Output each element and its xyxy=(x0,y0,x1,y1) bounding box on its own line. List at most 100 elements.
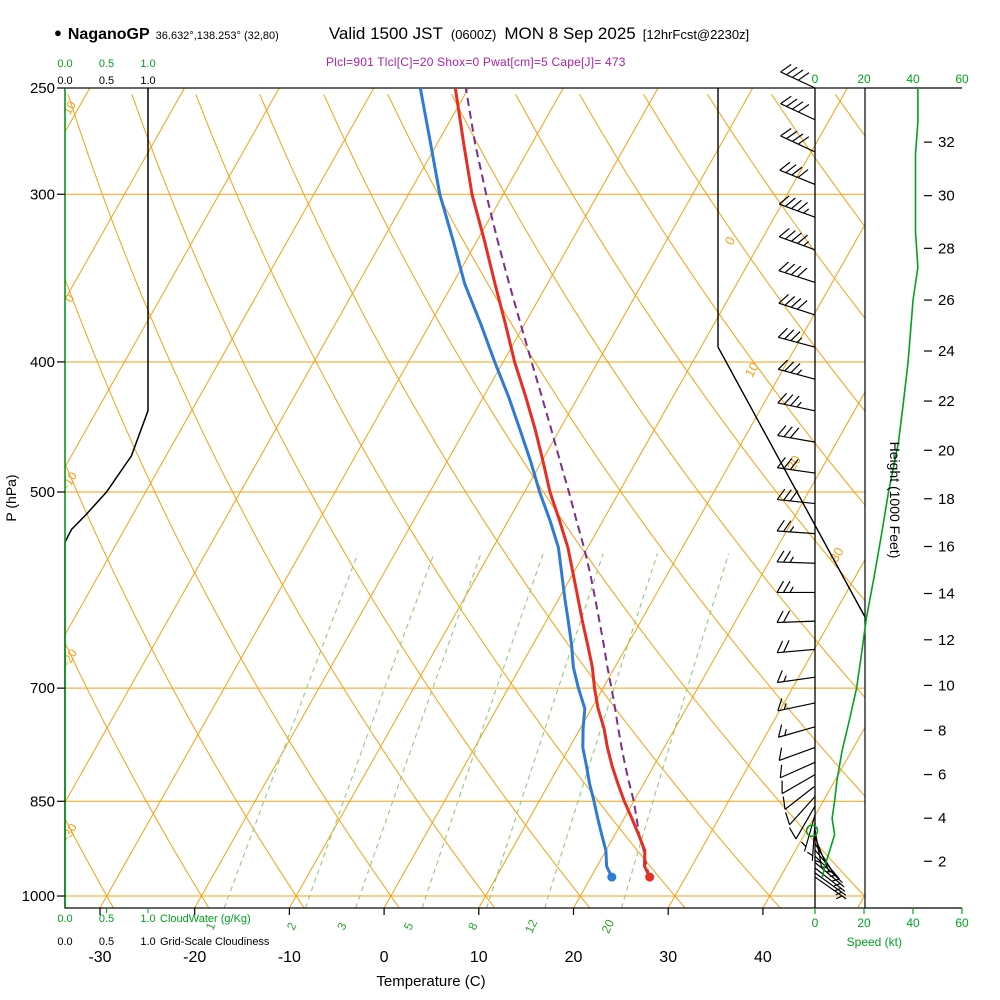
wind-barb xyxy=(781,774,816,795)
wind-barb-feather xyxy=(777,327,788,338)
wind-barb-staff xyxy=(814,867,846,892)
height-tick-label: 14 xyxy=(938,586,955,603)
wind-barb-feather xyxy=(790,363,801,374)
dry-adiabat-label: -20 xyxy=(59,646,80,668)
cloudiness-scale-label-top: 1.0 xyxy=(140,75,155,87)
wind-barb-feather xyxy=(790,395,800,407)
speed-tick-label: 20 xyxy=(857,916,871,930)
height-tick-label: 28 xyxy=(938,240,955,257)
temp-tick-label: 0 xyxy=(380,949,389,966)
wind-barb-feather xyxy=(786,66,798,76)
wind-barb-staff xyxy=(780,71,816,89)
isotherm-label: 20 xyxy=(784,453,804,473)
wind-barb-feather xyxy=(776,457,786,469)
wind-barb-staff xyxy=(777,530,816,535)
wind-barb-feather xyxy=(778,228,790,238)
mixing-ratio-line xyxy=(355,553,482,908)
dry-adiabat-line xyxy=(707,94,865,320)
isotherm-line xyxy=(383,88,848,908)
wind-barb xyxy=(780,95,816,121)
height-tick-label: 18 xyxy=(938,491,955,508)
temp-tick-label: 40 xyxy=(754,949,772,966)
wind-barb-feather xyxy=(790,298,802,308)
wind-barb-staff xyxy=(777,702,816,712)
wind-barb-feather xyxy=(790,331,801,342)
wind-barb xyxy=(814,876,847,900)
height-tick-label: 26 xyxy=(938,292,955,309)
isotherm-line xyxy=(99,88,564,908)
cloudwater-scale-label: 0.5 xyxy=(99,913,114,925)
dry-adiabat-line xyxy=(131,94,591,908)
wind-barb-staff xyxy=(814,876,847,900)
wind-barb xyxy=(776,610,816,624)
pressure-tick-label: 850 xyxy=(30,793,55,810)
wind-barb-half-feather xyxy=(789,556,794,563)
wind-barb xyxy=(776,457,816,474)
wind-barb-staff xyxy=(814,872,847,896)
isotherm-line xyxy=(288,88,754,908)
wind-barb xyxy=(777,425,816,443)
dry-adiabat-line xyxy=(643,94,865,412)
mixing-ratio-label: 5 xyxy=(401,920,417,932)
wind-barb-feather xyxy=(782,610,791,623)
mixing-ratio-line xyxy=(544,553,658,908)
data-boundary-line xyxy=(717,88,866,618)
cloudwater-scale-label-top: 1.0 xyxy=(140,58,155,70)
wind-barb xyxy=(777,698,816,712)
wind-barb-feather xyxy=(779,161,791,171)
wind-barb-staff xyxy=(777,648,816,654)
height-tick-label: 30 xyxy=(938,188,955,205)
wind-barb-feather xyxy=(785,230,796,240)
wind-barb xyxy=(776,488,816,505)
station-bullet-icon: ● xyxy=(54,25,62,40)
wind-barb-feather xyxy=(779,764,783,778)
mixing-ratio-label: 20 xyxy=(599,917,617,935)
wind-barb xyxy=(777,359,816,380)
wind-barb-feather xyxy=(776,640,784,653)
wind-barb xyxy=(777,724,816,738)
speed-tick-label: 40 xyxy=(906,916,920,930)
sounding-parameters: Plcl=901 Tlcl[C]=20 Shox=0 Pwat[cm]=5 Ca… xyxy=(326,55,626,69)
wind-barb xyxy=(777,392,816,412)
wind-barb-feather xyxy=(788,827,797,840)
wind-barb xyxy=(806,822,816,861)
wind-barb-staff xyxy=(780,135,816,153)
cloudiness-scale-label: 0.0 xyxy=(57,936,72,948)
wind-barb-feather xyxy=(778,195,790,205)
wind-barb xyxy=(776,550,816,564)
isotherm-label: 0 xyxy=(722,234,739,248)
dry-adiabat-line xyxy=(579,94,865,506)
wind-barb-feather xyxy=(776,550,785,563)
wind-barb-staff xyxy=(789,796,816,826)
wind-barb-feather xyxy=(789,458,799,470)
temp-tick-label: -30 xyxy=(88,949,111,966)
cloudwater-scale-label-top: 0.0 xyxy=(57,58,72,70)
temp-tick-label: -10 xyxy=(278,949,301,966)
mixing-ratio-line xyxy=(421,553,544,908)
mixing-ratio-line xyxy=(486,553,604,908)
forecast-reference: [12hrFcst@2230z] xyxy=(642,27,750,42)
temp-tick-label: -20 xyxy=(183,949,206,966)
isotherm-line xyxy=(65,88,185,301)
wind-barb-feather xyxy=(784,361,795,372)
isotherm-line xyxy=(573,391,865,908)
wind-barb-staff xyxy=(777,620,816,624)
speed-tick-label-top: 60 xyxy=(955,72,969,86)
wind-barb-feather xyxy=(780,127,792,137)
wind-barb xyxy=(779,761,816,779)
wind-barb-staff xyxy=(780,103,816,121)
dry-adiabat-line xyxy=(323,94,865,898)
isotherm-line xyxy=(478,223,865,908)
wind-barb-feather xyxy=(778,747,783,761)
isotherm-line xyxy=(65,88,470,804)
wind-barb-half-feather xyxy=(814,859,821,864)
wind-barb-staff xyxy=(777,402,816,412)
station-coords: 36.632°,138.253° (32,80) xyxy=(155,30,279,42)
dry-adiabat-line xyxy=(65,641,210,908)
pressure-tick-label: 250 xyxy=(30,80,55,97)
temp-axis-title: Temperature (C) xyxy=(376,973,485,990)
height-tick-label: 2 xyxy=(938,853,946,870)
wind-barb xyxy=(778,261,816,284)
mixing-ratio-label: 12 xyxy=(522,917,540,935)
wind-barb-staff xyxy=(778,270,816,284)
